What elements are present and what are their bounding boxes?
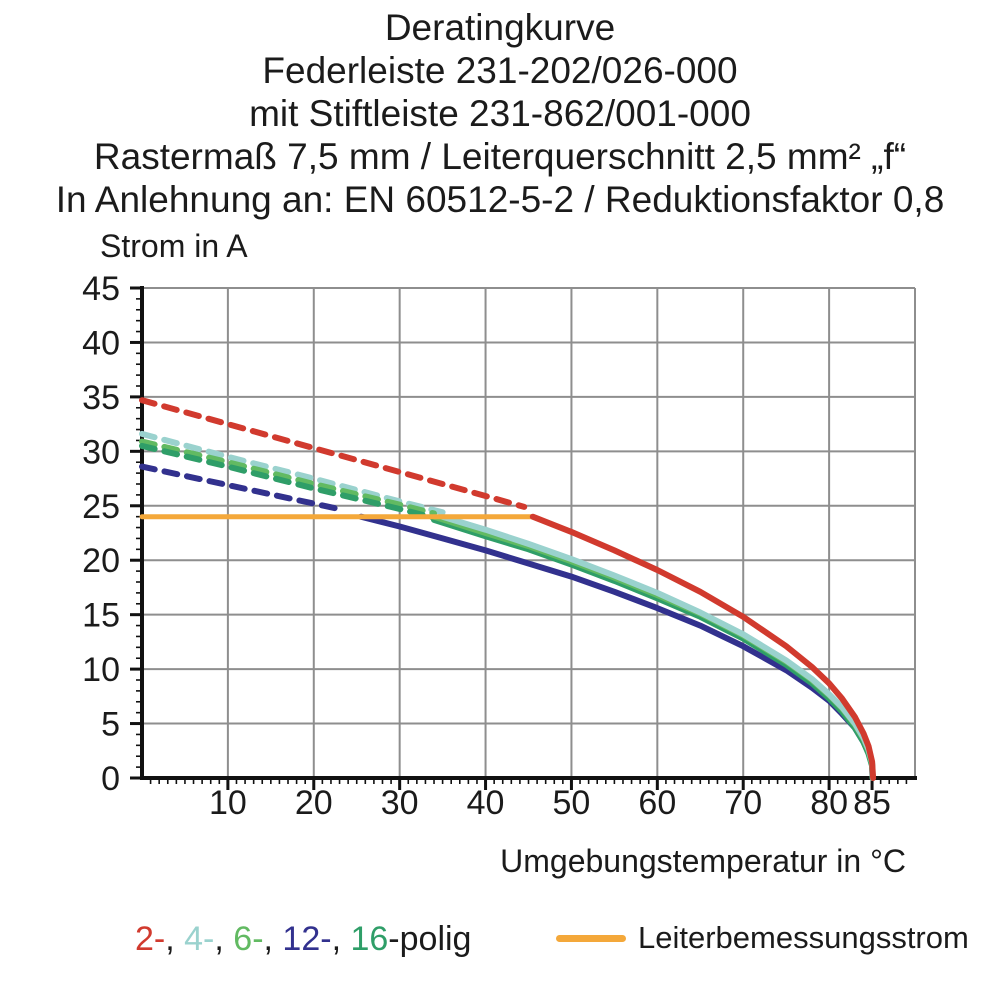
y-tick-label: 25	[82, 488, 120, 526]
legend-pole-item: 12-	[282, 920, 332, 958]
curve-12-polig-dashed	[139, 463, 347, 514]
x-tick-label: 10	[209, 784, 247, 822]
legend-separator: ,	[331, 920, 351, 958]
legend-pole-item: 6-	[233, 920, 264, 958]
x-tick-label: 85	[853, 784, 891, 822]
legend-separator: ,	[214, 920, 234, 958]
x-tick-label: 70	[724, 784, 762, 822]
curve-16-polig-dashed	[139, 442, 437, 521]
rated-current-swatch	[556, 934, 626, 942]
x-tick-label: 20	[295, 784, 333, 822]
x-axis-title: Umgebungstemperatur in °C	[500, 843, 906, 879]
y-tick-label: 45	[82, 270, 120, 308]
x-tick-label: 60	[638, 784, 676, 822]
y-tick-label: 35	[82, 379, 120, 417]
y-tick-label: 0	[101, 760, 120, 798]
legend-pole-item: 4-	[184, 920, 215, 958]
x-tick-label: 50	[553, 784, 591, 822]
chart-subtitle-female-connector: Federleiste 231-202/026-000	[262, 50, 738, 91]
chart-subtitle-pitch-crosssection: Rastermaß 7,5 mm / Leiterquerschnitt 2,5…	[93, 136, 907, 177]
legend-rated-current: Leiterbemessungsstrom	[556, 920, 969, 956]
legend-pole-item: 2-	[135, 920, 166, 958]
x-tick-label: 40	[467, 784, 505, 822]
y-tick-label: 30	[82, 433, 120, 471]
chart-subtitle-standard: In Anlehnung an: EN 60512-5-2 / Reduktio…	[55, 179, 945, 220]
legend-separator: ,	[263, 920, 283, 958]
rated-current-label: Leiterbemessungsstrom	[638, 920, 969, 955]
chart-title: Deratingkurve	[384, 7, 616, 48]
y-tick-label: 5	[101, 706, 120, 744]
legend: 2-, 4-, 6-, 12-, 16-polig Leiterbemessun…	[0, 918, 1000, 978]
x-tick-label: 80	[810, 784, 848, 822]
legend-pole-item: 16	[350, 920, 389, 958]
y-tick-label: 10	[82, 651, 120, 689]
y-axis-title: Strom in A	[100, 228, 248, 264]
title-block: Deratingkurve Federleiste 231-202/026-00…	[0, 6, 1000, 221]
legend-pole-suffix: -polig	[388, 920, 472, 958]
y-tick-label: 15	[82, 597, 120, 635]
chart-subtitle-male-connector: mit Stiftleiste 231-862/001-000	[249, 93, 751, 134]
curve-16-polig-solid	[431, 516, 876, 781]
curve-12-polig-solid	[358, 513, 876, 781]
y-tick-label: 20	[82, 542, 120, 580]
x-tick-label: 30	[381, 784, 419, 822]
curve-4-polig-dashed	[139, 430, 446, 516]
curve-2-polig-dashed	[139, 397, 528, 510]
legend-pole-counts: 2-, 4-, 6-, 12-, 16-polig	[135, 920, 471, 959]
legend-separator: ,	[165, 920, 185, 958]
curve-2-polig-solid	[529, 513, 877, 781]
curve-6-polig-dashed	[139, 438, 437, 517]
y-tick-label: 40	[82, 324, 120, 362]
